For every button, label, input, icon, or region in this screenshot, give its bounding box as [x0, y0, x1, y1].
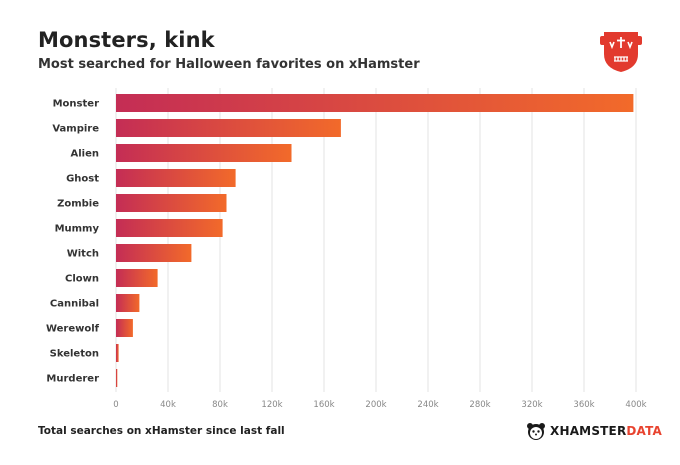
x-tick-label: 320k [521, 400, 542, 410]
x-tick-label: 40k [160, 400, 176, 410]
bar-alien [116, 144, 292, 162]
bar-zombie [116, 194, 227, 212]
x-tick-label: 360k [573, 400, 594, 410]
x-tick-label: 160k [313, 400, 334, 410]
category-label: Alien [71, 149, 100, 160]
bar-monster [116, 94, 634, 112]
footnote: Total searches on xHamster since last fa… [38, 425, 285, 437]
category-label: Zombie [57, 199, 99, 210]
category-label: Skeleton [50, 349, 99, 360]
bar-clown [116, 269, 158, 287]
brand-suffix: DATA [626, 424, 663, 438]
bar-witch [116, 244, 192, 262]
x-tick-label: 400k [625, 400, 646, 410]
category-label: Murderer [46, 374, 99, 385]
chart-title: Monsters, kink [38, 28, 215, 52]
x-tick-label: 0 [113, 400, 118, 410]
x-tick-label: 240k [417, 400, 438, 410]
bar-werewolf [116, 319, 133, 337]
bar-skeleton [116, 344, 119, 362]
x-axis-tick-labels: 0 40k 80k 120k 160k 200k 240k 280k 320k 360k 400k [113, 400, 646, 410]
bar-ghost [116, 169, 236, 187]
bar-cannibal [116, 294, 140, 312]
category-label: Cannibal [50, 299, 99, 310]
brand-logo: XHAMSTERDATA [526, 420, 662, 442]
category-labels: Monster Vampire Alien Ghost Zombie Mummy Witch… [46, 99, 100, 385]
category-label: Monster [53, 99, 99, 110]
category-label: Mummy [55, 224, 100, 235]
x-tick-label: 280k [469, 400, 490, 410]
gridlines [115, 88, 637, 392]
bar-mummy [116, 219, 223, 237]
bar-murderer [116, 369, 118, 387]
brand-name: XHAMSTER [550, 424, 627, 438]
x-tick-label: 200k [365, 400, 386, 410]
hamster-face-icon [527, 423, 545, 440]
category-label: Werewolf [46, 324, 100, 335]
bars [116, 94, 634, 387]
category-label: Witch [67, 249, 99, 260]
category-label: Clown [65, 274, 99, 285]
halloween-shield-icon [600, 32, 642, 72]
x-tick-label: 120k [261, 400, 282, 410]
chart-subtitle: Most searched for Halloween favorites on… [38, 57, 420, 72]
category-label: Ghost [66, 174, 99, 185]
bar-vampire [116, 119, 341, 137]
x-tick-label: 80k [212, 400, 228, 410]
category-label: Vampire [52, 124, 99, 135]
